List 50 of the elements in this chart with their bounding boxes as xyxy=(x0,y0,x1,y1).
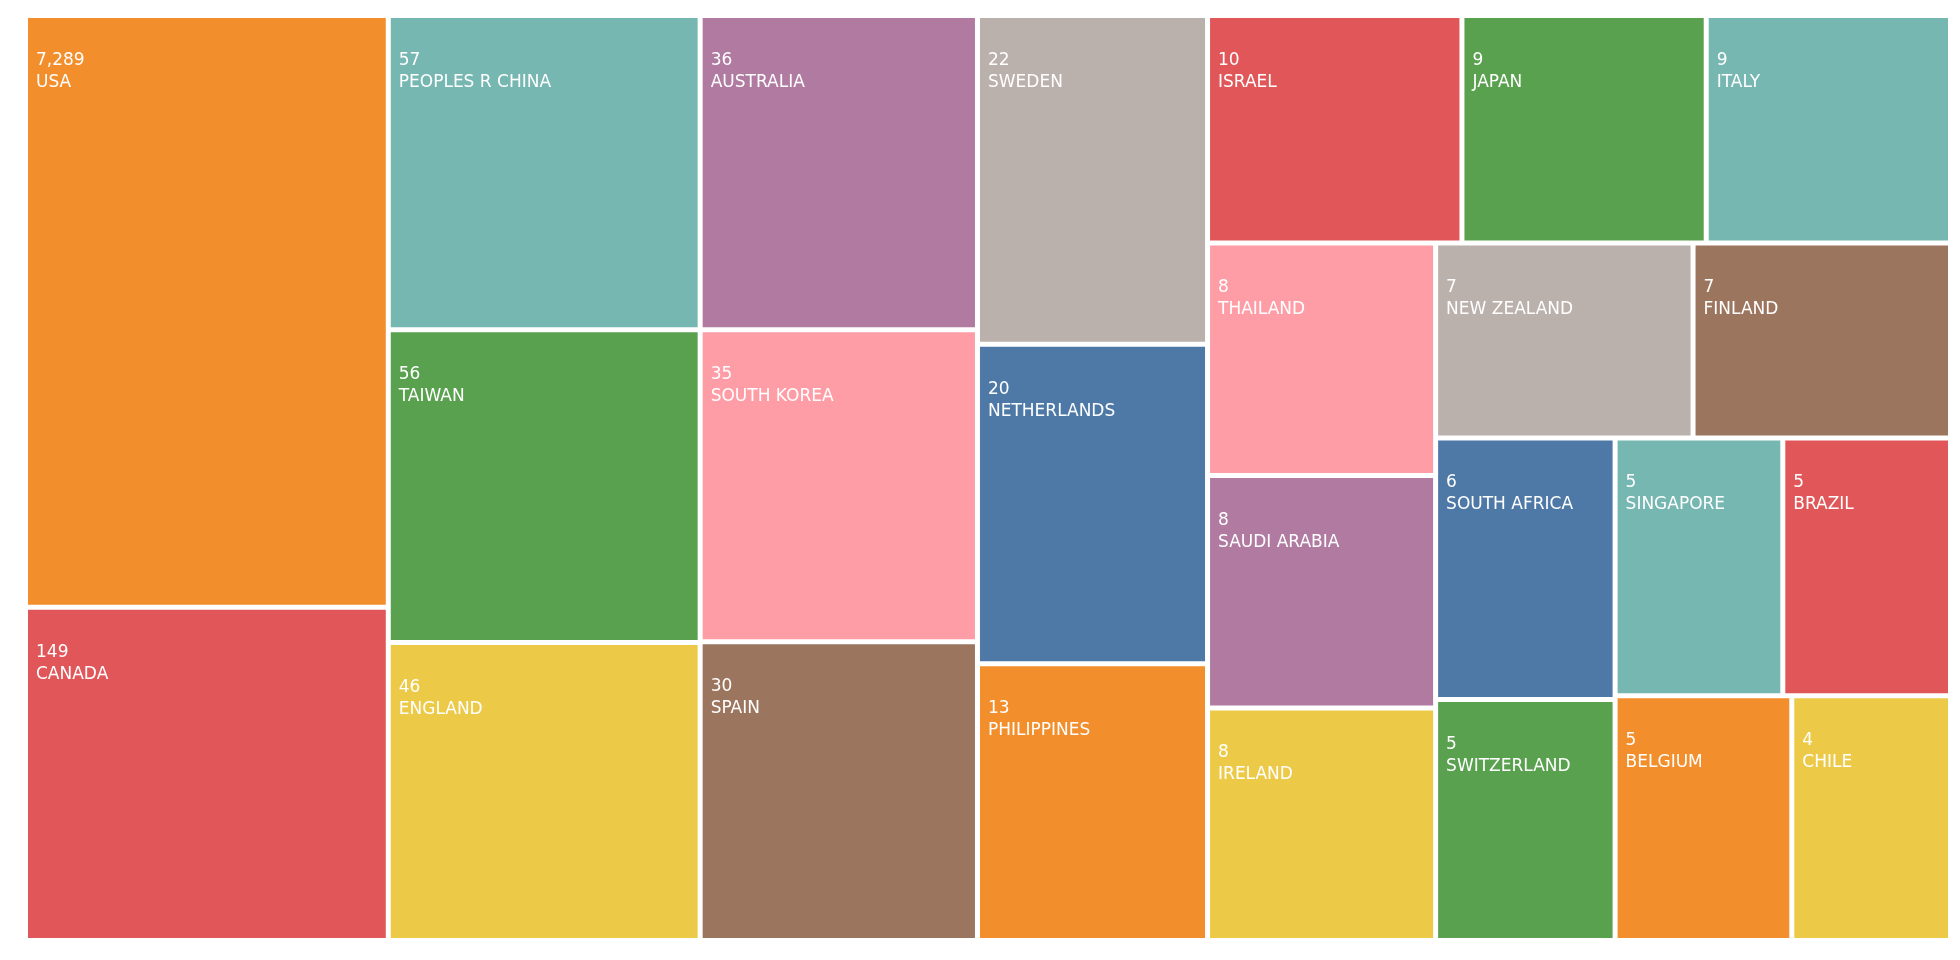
data-label: 22 xyxy=(987,49,1010,69)
category-label: SINGAPORE xyxy=(1625,493,1726,514)
data-label: 5 xyxy=(1625,471,1637,492)
data-label: 56 xyxy=(398,363,421,384)
category-label: CHILE xyxy=(1802,751,1853,772)
data-label: 20 xyxy=(987,377,1010,398)
data-label: 8 xyxy=(1218,741,1229,762)
data-label: 5 xyxy=(1446,733,1457,754)
data-label: 57 xyxy=(398,49,421,69)
category-label: SAUDI ARABIA xyxy=(1218,530,1340,551)
category-label: CANADA xyxy=(36,662,109,683)
data-label: 9 xyxy=(1716,49,1728,69)
category-label: FINLAND xyxy=(1703,298,1779,319)
data-label: 5 xyxy=(1793,471,1805,492)
data-label: 8 xyxy=(1218,508,1229,529)
category-label: BELGIUM xyxy=(1625,751,1703,772)
category-label: ISRAEL xyxy=(1218,71,1278,91)
category-label: PEOPLES R CHINA xyxy=(398,71,552,91)
category-label: AUSTRALIA xyxy=(710,71,806,91)
category-label: SWITZERLAND xyxy=(1446,755,1571,776)
data-label: 46 xyxy=(398,676,421,697)
data-label: 8 xyxy=(1218,276,1229,297)
category-label: NETHERLANDS xyxy=(987,399,1116,420)
category-label: SWEDEN xyxy=(987,71,1063,91)
data-label: 10 xyxy=(1218,49,1240,69)
category-label: JAPAN xyxy=(1471,71,1523,91)
data-label: 7,289 xyxy=(36,49,85,69)
category-label: SOUTH KOREA xyxy=(710,385,834,406)
data-label: 7 xyxy=(1703,276,1715,297)
category-label: PHILIPPINES xyxy=(987,719,1091,740)
category-label: ENGLAND xyxy=(398,698,483,719)
category-label: USA xyxy=(36,71,72,91)
data-label: 7 xyxy=(1446,276,1457,297)
category-label: BRAZIL xyxy=(1793,493,1855,514)
data-label: 13 xyxy=(987,697,1010,718)
data-label: 6 xyxy=(1446,471,1457,492)
data-label: 30 xyxy=(710,675,733,696)
category-label: IRELAND xyxy=(1218,763,1293,784)
category-label: ITALY xyxy=(1716,71,1761,91)
category-label: SPAIN xyxy=(710,697,760,718)
data-label: 5 xyxy=(1625,729,1637,750)
data-label: 36 xyxy=(710,49,733,69)
category-label: THAILAND xyxy=(1217,298,1306,319)
data-label: 4 xyxy=(1802,729,1814,750)
data-label: 35 xyxy=(710,363,733,384)
category-label: TAIWAN xyxy=(397,385,465,406)
data-label: 149 xyxy=(36,640,69,661)
category-label: NEW ZEALAND xyxy=(1446,298,1574,319)
data-label: 9 xyxy=(1472,49,1484,69)
category-label: SOUTH AFRICA xyxy=(1446,493,1574,514)
